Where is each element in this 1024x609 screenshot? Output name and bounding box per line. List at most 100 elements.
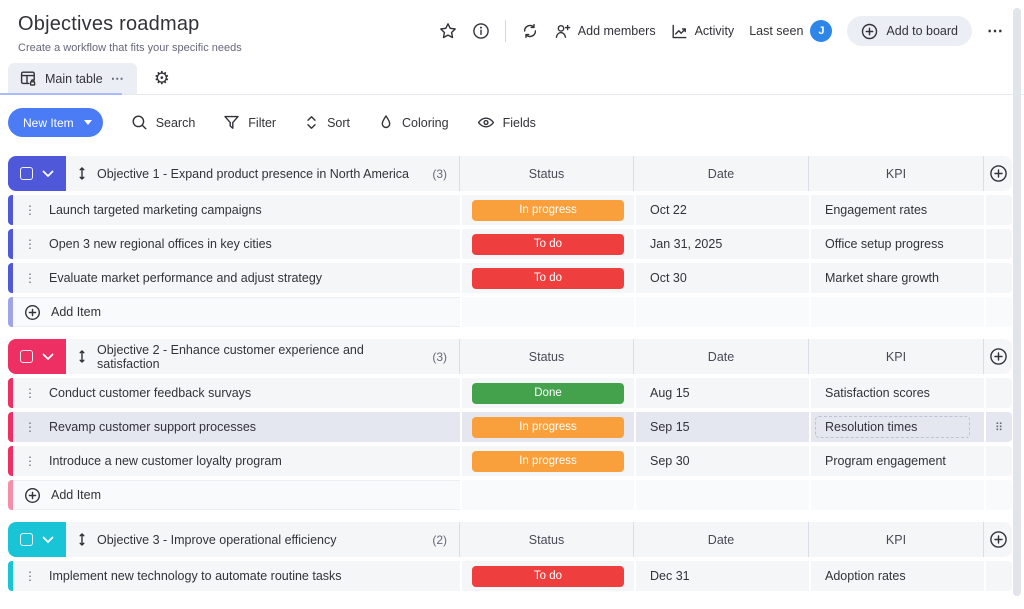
settings-gear-icon[interactable]: ⚙ <box>153 67 170 89</box>
item-row[interactable]: ⋮ Introduce a new customer loyalty progr… <box>8 446 1012 476</box>
kpi-cell[interactable]: Engagement rates <box>809 195 984 225</box>
column-header-kpi[interactable]: KPI <box>809 339 984 374</box>
status-cell[interactable]: To do <box>460 263 634 293</box>
column-header-kpi[interactable]: KPI <box>809 156 984 191</box>
integrations-sync-icon[interactable] <box>521 22 539 40</box>
date-cell[interactable]: Sep 30 <box>634 446 809 476</box>
group-color-block[interactable] <box>8 339 66 374</box>
empty-kpi-cell[interactable] <box>809 297 984 327</box>
avatar[interactable]: J <box>810 20 833 42</box>
status-pill[interactable]: In progress <box>472 199 624 221</box>
date-cell[interactable]: Sep 15 <box>634 412 809 442</box>
column-header-status[interactable]: Status <box>460 522 634 557</box>
item-row[interactable]: ⋮ Conduct customer feedback survays Done… <box>8 378 1012 408</box>
row-menu-icon[interactable]: ⋮ <box>24 386 36 400</box>
kpi-cell[interactable]: Office setup progress <box>809 229 984 259</box>
item-name-cell[interactable]: ⋮ Implement new technology to automate r… <box>13 561 460 591</box>
status-pill[interactable]: To do <box>472 233 624 255</box>
date-cell[interactable]: Aug 15 <box>634 378 809 408</box>
item-name-cell[interactable]: ⋮ Revamp customer support processes <box>13 412 460 442</box>
group-color-block[interactable] <box>8 522 66 557</box>
chevron-down-icon[interactable] <box>42 353 54 361</box>
last-seen-group[interactable]: Last seen J <box>749 20 833 42</box>
column-header-date[interactable]: Date <box>634 156 809 191</box>
item-name[interactable]: Implement new technology to automate rou… <box>49 569 342 583</box>
status-cell[interactable]: To do <box>460 229 634 259</box>
group-checkbox[interactable] <box>20 350 33 363</box>
tab-more-icon[interactable]: ⋯ <box>110 70 125 86</box>
activity-button[interactable]: Activity <box>671 23 734 40</box>
group-checkbox[interactable] <box>20 167 33 180</box>
chevron-down-icon[interactable] <box>42 170 54 178</box>
kpi-cell[interactable]: Resolution times <box>809 412 984 442</box>
group-drag-handle-icon[interactable] <box>77 166 87 181</box>
group-title[interactable]: Objective 3 - Improve operational effici… <box>97 532 337 547</box>
kpi-cell[interactable]: Adoption rates <box>809 561 984 591</box>
status-pill[interactable]: To do <box>472 267 624 289</box>
empty-status-cell[interactable] <box>460 297 634 327</box>
group-color-block[interactable] <box>8 156 66 191</box>
tab-main-table[interactable]: Main table ⋯ <box>8 63 137 94</box>
item-name[interactable]: Evaluate market performance and adjust s… <box>49 271 323 285</box>
row-menu-icon[interactable]: ⋮ <box>24 420 36 434</box>
date-cell[interactable]: Jan 31, 2025 <box>634 229 809 259</box>
add-item-row[interactable]: Add Item <box>8 297 1012 327</box>
status-cell[interactable]: In progress <box>460 412 634 442</box>
column-header-status[interactable]: Status <box>460 156 634 191</box>
chevron-down-icon[interactable] <box>42 536 54 544</box>
info-icon[interactable] <box>472 22 490 40</box>
status-pill[interactable]: To do <box>472 565 624 587</box>
search-button[interactable]: Search <box>131 114 195 131</box>
board-more-options-icon[interactable]: ⋯ <box>987 23 1004 40</box>
item-name-cell[interactable]: ⋮ Introduce a new customer loyalty progr… <box>13 446 460 476</box>
add-column-button[interactable] <box>984 339 1012 374</box>
new-item-button[interactable]: New Item <box>8 108 103 137</box>
fields-button[interactable]: Fields <box>477 114 536 131</box>
status-cell[interactable]: Done <box>460 378 634 408</box>
sort-button[interactable]: Sort <box>304 114 350 131</box>
empty-date-cell[interactable] <box>634 480 809 510</box>
empty-date-cell[interactable] <box>634 297 809 327</box>
vertical-scrollbar[interactable] <box>1013 8 1021 596</box>
column-header-kpi[interactable]: KPI <box>809 522 984 557</box>
group-title[interactable]: Objective 1 - Expand product presence in… <box>97 166 409 181</box>
group-title-cell[interactable]: Objective 2 - Enhance customer experienc… <box>66 339 460 374</box>
item-name[interactable]: Introduce a new customer loyalty program <box>49 454 282 468</box>
add-item-button[interactable]: Add Item <box>24 304 101 321</box>
add-column-button[interactable] <box>984 522 1012 557</box>
column-header-date[interactable]: Date <box>634 522 809 557</box>
item-name[interactable]: Open 3 new regional offices in key citie… <box>49 237 272 251</box>
empty-status-cell[interactable] <box>460 480 634 510</box>
row-menu-icon[interactable]: ⋮ <box>24 271 36 285</box>
group-drag-handle-icon[interactable] <box>77 349 87 364</box>
group-title-cell[interactable]: Objective 1 - Expand product presence in… <box>66 156 460 191</box>
group-title-cell[interactable]: Objective 3 - Improve operational effici… <box>66 522 460 557</box>
status-cell[interactable]: To do <box>460 561 634 591</box>
date-cell[interactable]: Dec 31 <box>634 561 809 591</box>
item-row[interactable]: ⋮ Open 3 new regional offices in key cit… <box>8 229 1012 259</box>
add-item-cell[interactable]: Add Item <box>13 480 460 510</box>
add-to-board-button[interactable]: Add to board <box>847 16 972 46</box>
status-pill[interactable]: In progress <box>472 416 624 438</box>
item-name[interactable]: Revamp customer support processes <box>49 420 257 434</box>
row-menu-icon[interactable]: ⋮ <box>24 203 36 217</box>
drag-dots-icon[interactable]: ⠿ <box>994 420 1004 434</box>
group-drag-handle-icon[interactable] <box>77 532 87 547</box>
kpi-cell[interactable]: Satisfaction scores <box>809 378 984 408</box>
favorite-star-icon[interactable] <box>439 22 457 40</box>
item-name-cell[interactable]: ⋮ Open 3 new regional offices in key cit… <box>13 229 460 259</box>
new-item-caret-icon[interactable] <box>83 120 92 125</box>
row-menu-icon[interactable]: ⋮ <box>24 569 36 583</box>
item-name-cell[interactable]: ⋮ Evaluate market performance and adjust… <box>13 263 460 293</box>
status-pill[interactable]: In progress <box>472 450 624 472</box>
item-row[interactable]: ⋮ Evaluate market performance and adjust… <box>8 263 1012 293</box>
item-name[interactable]: Conduct customer feedback survays <box>49 386 252 400</box>
status-cell[interactable]: In progress <box>460 195 634 225</box>
add-members-button[interactable]: Add members <box>554 23 656 40</box>
kpi-cell[interactable]: Program engagement <box>809 446 984 476</box>
status-pill[interactable]: Done <box>472 382 624 404</box>
add-item-row[interactable]: Add Item <box>8 480 1012 510</box>
add-item-button[interactable]: Add Item <box>24 487 101 504</box>
column-header-date[interactable]: Date <box>634 339 809 374</box>
item-name-cell[interactable]: ⋮ Launch targeted marketing campaigns <box>13 195 460 225</box>
